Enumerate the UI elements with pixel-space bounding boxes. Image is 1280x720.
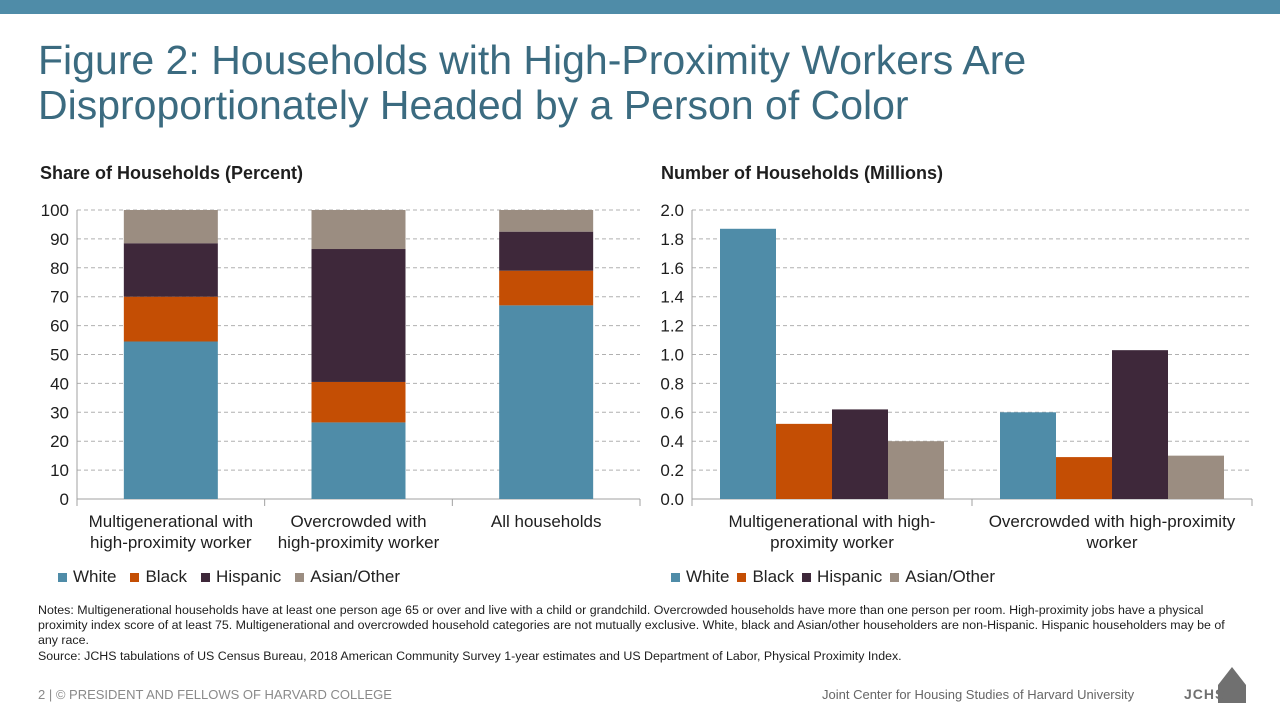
bar-asian-other: [499, 210, 594, 232]
y-tick-label: 70: [50, 288, 69, 307]
legend-item-black: Black: [737, 567, 794, 587]
bar-asian-other: [123, 210, 218, 244]
legend-swatch-white: [671, 572, 680, 582]
bar-black: [311, 381, 406, 423]
x-category-label: high-proximity worker: [278, 533, 440, 552]
y-tick-label: 0: [60, 490, 69, 509]
bar-white: [311, 422, 406, 499]
bar-white: [720, 228, 776, 499]
y-tick-label: 10: [50, 461, 69, 480]
share-of-households-chart: 0 10 20 30 40 50 60 70 80 90 100 Multigenerational …: [41, 201, 641, 552]
y-tick-label: 0.4: [660, 432, 684, 451]
legend-swatch-black: [130, 572, 140, 582]
legend-swatch-black: [737, 572, 747, 582]
legend-label-black: Black: [145, 567, 188, 586]
y-tick-label: 50: [50, 346, 69, 365]
x-category-label: proximity worker: [770, 533, 894, 552]
left-chart-title: Share of Households (Percent): [40, 163, 304, 183]
legend-label-black: Black: [752, 567, 795, 586]
y-tick-label: 0.0: [660, 490, 684, 509]
legend-item-black: Black: [130, 567, 187, 587]
legend-item-asian-other: Asian/Other: [295, 567, 400, 587]
legend-swatch-asian-other: [890, 572, 900, 582]
y-tick-label: 0.2: [660, 461, 684, 480]
bar-hispanic: [1112, 350, 1168, 499]
legend-item-hispanic: Hispanic: [201, 567, 281, 587]
y-tick-label: 60: [50, 317, 69, 336]
footer-organization: Joint Center for Housing Studies of Harv…: [822, 687, 1135, 702]
legend-label-asian-other: Asian/Other: [905, 567, 996, 586]
legend-swatch-hispanic: [201, 572, 211, 582]
legend-swatch-white: [58, 572, 67, 582]
x-category-label: worker: [1085, 533, 1137, 552]
bar-white: [1000, 412, 1056, 499]
notes-block: Notes: Multigenerational households have…: [38, 603, 1248, 664]
y-tick-label: 90: [50, 230, 69, 249]
bar-hispanic: [499, 231, 594, 271]
y-tick-label: 80: [50, 259, 69, 278]
legend-label-white: White: [686, 567, 730, 586]
bar-white: [123, 341, 218, 499]
house-logo-icon: [1218, 667, 1246, 703]
page-title-line-1: Figure 2: Households with High-Proximity…: [38, 37, 1027, 83]
right-chart-title: Number of Households (Millions): [661, 163, 943, 183]
source-text: Source: JCHS tabulations of US Census Bu…: [38, 648, 902, 663]
y-tick-label: 0.8: [660, 374, 684, 393]
bar-asian-other: [311, 210, 406, 250]
legend-label-hispanic: Hispanic: [216, 567, 282, 586]
y-tick-label: 40: [50, 374, 69, 393]
legend-item-white: White: [58, 567, 116, 587]
legend-swatch-hispanic: [802, 572, 812, 582]
y-tick-label: 100: [41, 201, 69, 220]
notes-text: Notes: Multigenerational households have…: [38, 603, 1225, 648]
legend-label-white: White: [73, 567, 117, 586]
x-category-label: Overcrowded with: [290, 512, 426, 531]
page-title-line-2: Disproportionately Headed by a Person of…: [38, 82, 909, 128]
bar-hispanic: [832, 409, 888, 499]
y-tick-label: 0.6: [660, 403, 684, 422]
left-chart-legend: White Black Hispanic Asian/Other: [58, 567, 414, 587]
top-accent-bar: [0, 0, 1280, 14]
logo-text: JCHS: [1184, 686, 1226, 702]
y-tick-label: 1.0: [660, 346, 684, 365]
bar-hispanic: [123, 243, 218, 297]
bar-black: [1056, 457, 1112, 499]
x-category-label: Overcrowded with high-proximity: [989, 512, 1236, 531]
page-title: Figure 2: Households with High-Proximity…: [38, 38, 1238, 128]
bar-hispanic: [311, 249, 406, 382]
legend-item-hispanic: Hispanic: [802, 567, 882, 587]
legend-label-asian-other: Asian/Other: [310, 567, 401, 586]
bar-black: [123, 296, 218, 342]
x-category-label: Multigenerational with: [89, 512, 253, 531]
y-tick-label: 1.4: [660, 288, 684, 307]
footer-copyright: 2 | © PRESIDENT AND FELLOWS OF HARVARD C…: [38, 687, 392, 702]
x-category-label: Multigenerational with high-: [729, 512, 936, 531]
jchs-logo: JCHS: [1184, 665, 1248, 705]
right-chart-legend: White Black Hispanic Asian/Other: [671, 567, 1003, 587]
bar-black: [499, 270, 594, 306]
x-category-label: high-proximity worker: [90, 533, 252, 552]
y-tick-label: 1.6: [660, 259, 684, 278]
legend-label-hispanic: Hispanic: [817, 567, 883, 586]
bar-white: [499, 305, 594, 499]
y-tick-label: 1.8: [660, 230, 684, 249]
legend-swatch-asian-other: [295, 572, 305, 582]
legend-item-asian-other: Asian/Other: [890, 567, 995, 587]
bar-black: [776, 423, 832, 499]
y-tick-label: 1.2: [660, 317, 684, 336]
bar-asian-other: [1168, 455, 1224, 499]
y-tick-label: 2.0: [660, 201, 684, 220]
x-category-label: All households: [491, 512, 602, 531]
number-of-households-chart: 0.0 0.2 0.4 0.6 0.8 1.0 1.2 1.4 1.6 1.8 2.0 Multige…: [660, 201, 1253, 552]
y-tick-label: 30: [50, 403, 69, 422]
legend-item-white: White: [671, 567, 729, 587]
y-tick-label: 20: [50, 432, 69, 451]
bar-asian-other: [888, 441, 944, 499]
